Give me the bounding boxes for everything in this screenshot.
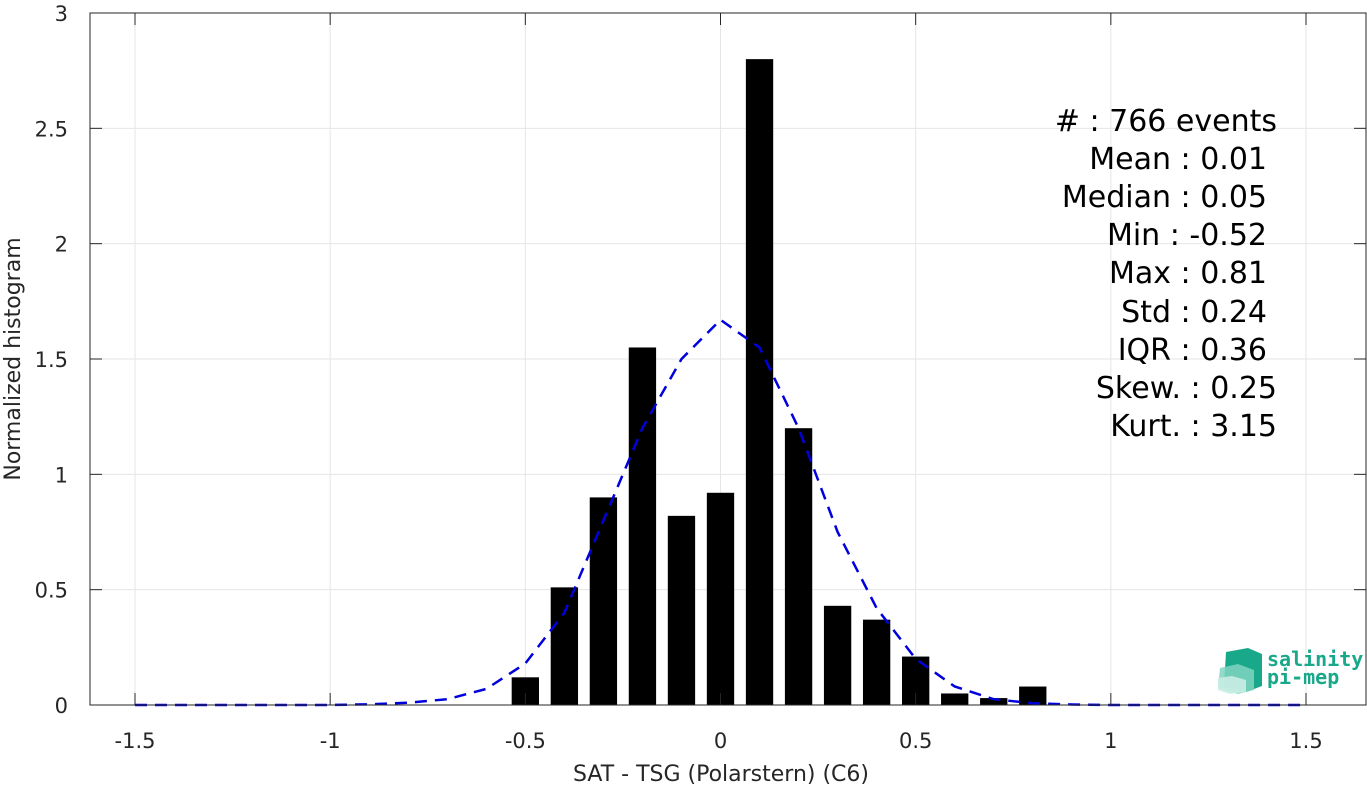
salinity-pi-mep-logo: salinity pi-mep xyxy=(1218,647,1363,694)
stat-line-iqr: IQR : 0.36 xyxy=(1118,333,1267,368)
y-tick-label: 0 xyxy=(55,694,68,718)
x-tick-label: 0 xyxy=(714,729,727,753)
stat-line-min: Min : -0.52 xyxy=(1107,218,1267,253)
stat-line-kurt: Kurt. : 3.15 xyxy=(1110,409,1277,444)
stat-line-skew: Skew. : 0.25 xyxy=(1096,371,1277,406)
histogram-bar xyxy=(745,59,774,705)
logo-text-salinity: salinity xyxy=(1267,647,1363,671)
histogram-bar xyxy=(667,515,696,705)
stat-line-max: Max : 0.81 xyxy=(1109,256,1267,291)
histogram-bar xyxy=(784,428,813,705)
y-tick-labels: 0 0.5 1 1.5 2 2.5 3 xyxy=(35,2,68,718)
histogram-bar xyxy=(628,347,657,705)
histogram-bar xyxy=(1019,686,1047,705)
y-axis-title: Normalized histogram xyxy=(1,237,26,480)
x-tick-label: -1 xyxy=(320,729,341,753)
logo-mark-icon xyxy=(1218,648,1262,694)
x-tick-label: -1.5 xyxy=(115,729,156,753)
histogram-bar xyxy=(980,698,1008,705)
histogram-bar xyxy=(862,619,891,705)
y-tick-label: 2 xyxy=(55,233,68,257)
y-tick-label: 1.5 xyxy=(35,348,68,372)
x-tick-label: 0.5 xyxy=(899,729,932,753)
histogram-bar xyxy=(941,693,969,705)
statistics-annotation: # : 766 events Mean : 0.01 Median : 0.05… xyxy=(1055,104,1277,444)
stat-line-median: Median : 0.05 xyxy=(1062,180,1267,215)
histogram-bar xyxy=(550,587,579,705)
axis-ticks xyxy=(90,12,1366,706)
histogram-bar xyxy=(706,492,735,705)
stat-line-std: Std : 0.24 xyxy=(1121,295,1267,330)
x-tick-label: 1 xyxy=(1104,729,1117,753)
histogram-bars xyxy=(511,59,1047,705)
y-tick-label: 2.5 xyxy=(35,117,68,141)
x-axis-title: SAT - TSG (Polarstern) (C6) xyxy=(573,762,869,785)
stat-line-mean: Mean : 0.01 xyxy=(1089,142,1267,177)
x-tick-labels: -1.5 -1 -0.5 0 0.5 1 1.5 xyxy=(115,729,1323,753)
y-tick-label: 3 xyxy=(55,2,68,26)
logo-text-pi-mep: pi-mep xyxy=(1267,665,1339,689)
histogram-bar xyxy=(589,497,618,705)
x-tick-label: -0.5 xyxy=(505,729,546,753)
histogram-bar xyxy=(823,605,852,705)
stat-line-events: # : 766 events xyxy=(1055,104,1277,139)
x-tick-label: 1.5 xyxy=(1289,729,1322,753)
y-tick-label: 1 xyxy=(55,463,68,487)
y-tick-label: 0.5 xyxy=(35,579,68,603)
